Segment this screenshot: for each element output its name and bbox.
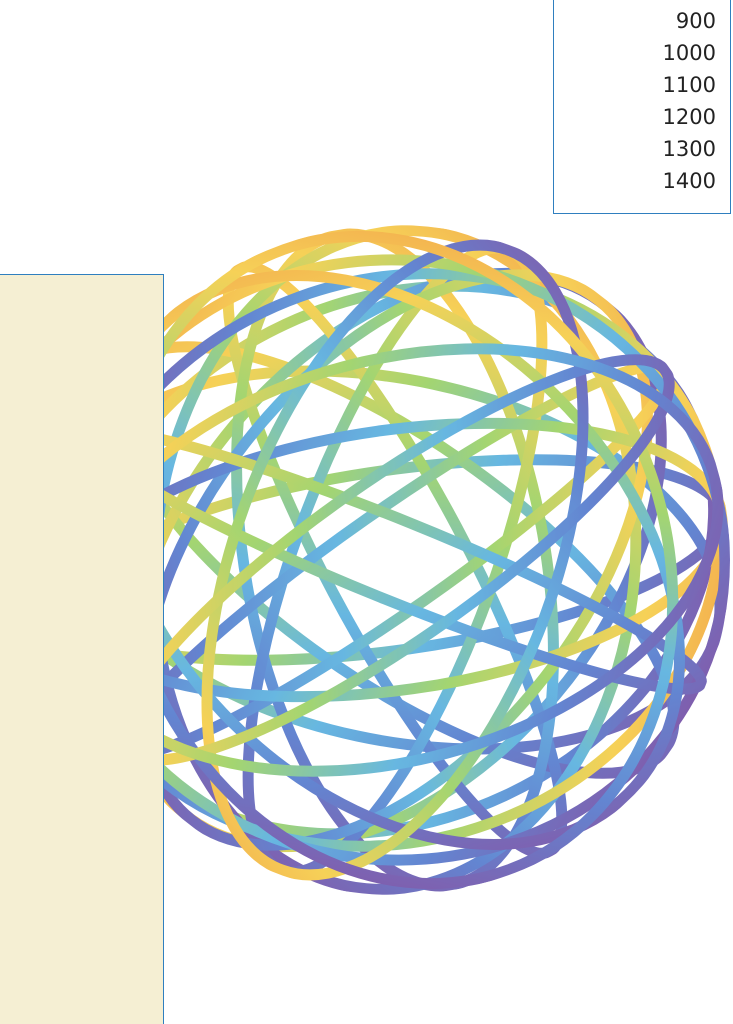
list-number: 1000 xyxy=(662,41,716,65)
number-list: 900 1000 1100 1200 1300 1400 xyxy=(553,0,731,214)
list-number: 900 xyxy=(675,9,716,33)
side-panel xyxy=(0,274,164,1024)
list-number: 1200 xyxy=(662,105,716,129)
list-number: 1100 xyxy=(662,73,716,97)
list-number: 1300 xyxy=(662,137,716,161)
list-number: 1400 xyxy=(662,169,716,193)
